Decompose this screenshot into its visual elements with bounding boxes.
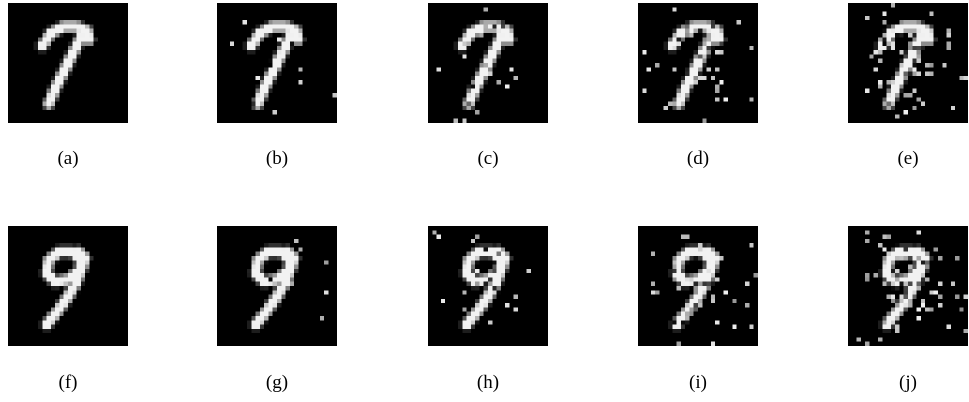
caption-e: (e) bbox=[897, 148, 919, 169]
digit-canvas bbox=[848, 3, 968, 123]
digit-image-j bbox=[848, 226, 968, 346]
digit-canvas bbox=[638, 226, 758, 346]
digit-image-f bbox=[8, 226, 128, 346]
caption-d: (d) bbox=[686, 148, 710, 169]
caption-a: (a) bbox=[57, 148, 79, 169]
digit-image-h bbox=[428, 226, 548, 346]
digit-canvas bbox=[428, 226, 548, 346]
caption-c: (c) bbox=[477, 148, 499, 169]
digit-canvas bbox=[8, 226, 128, 346]
digit-canvas bbox=[638, 3, 758, 123]
digit-image-i bbox=[638, 226, 758, 346]
caption-b: (b) bbox=[265, 148, 289, 169]
caption-f: (f) bbox=[58, 372, 78, 393]
caption-h: (h) bbox=[476, 372, 500, 393]
digit-image-c bbox=[428, 3, 548, 123]
digit-canvas bbox=[217, 3, 337, 123]
digit-canvas bbox=[848, 226, 968, 346]
digit-canvas bbox=[8, 3, 128, 123]
digit-image-g bbox=[217, 226, 337, 346]
digit-image-b bbox=[217, 3, 337, 123]
digit-image-a bbox=[8, 3, 128, 123]
digit-canvas bbox=[428, 3, 548, 123]
digit-image-d bbox=[638, 3, 758, 123]
caption-g: (g) bbox=[265, 372, 289, 393]
caption-j: (j) bbox=[899, 372, 917, 393]
digit-image-e bbox=[848, 3, 968, 123]
caption-i: (i) bbox=[689, 372, 707, 393]
digit-canvas bbox=[217, 226, 337, 346]
